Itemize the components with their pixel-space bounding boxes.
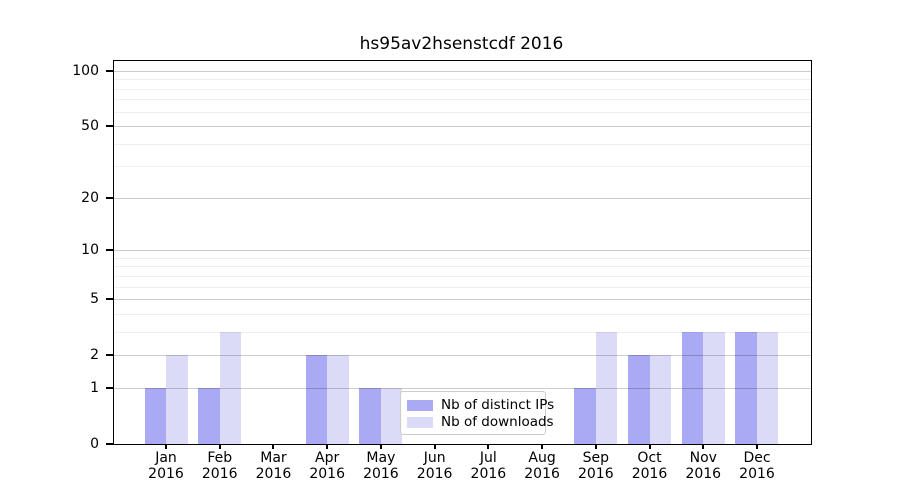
x-tick-year: 2016: [739, 466, 775, 482]
legend-label-distinct-ips: Nb of distinct IPs: [441, 397, 555, 413]
x-tick-month: Jul: [479, 450, 497, 466]
bar-distinct-ips: [681, 331, 704, 444]
x-tick-mark: [702, 444, 705, 449]
bar-downloads: [327, 355, 349, 444]
bar-distinct-ips: [305, 355, 328, 444]
x-tick-year: 2016: [416, 466, 453, 482]
x-tick-mark: [379, 444, 382, 449]
y-tick-mark: [106, 354, 113, 357]
y-tick-label: 20: [81, 189, 99, 206]
x-tick-mark: [165, 444, 167, 449]
x-tick-year: 2016: [685, 466, 722, 482]
gridline-minor: [114, 111, 811, 113]
x-tick-month: Jun: [423, 450, 446, 466]
x-tick-mark: [272, 444, 275, 449]
x-tick-month: Dec: [743, 450, 771, 466]
bar-downloads: [703, 331, 725, 444]
gridline-major: [114, 197, 811, 199]
legend-swatch-distinct-ips: [407, 399, 433, 411]
legend-swatch-downloads: [407, 416, 433, 428]
gridline-major: [114, 250, 811, 252]
x-tick-month: Aug: [528, 450, 556, 466]
y-tick-mark: [106, 298, 113, 301]
x-tick-mark: [755, 444, 758, 449]
x-tick-mark: [433, 444, 436, 449]
y-tick-label: 50: [81, 118, 99, 135]
y-tick-label: 2: [90, 347, 99, 364]
y-tick-mark: [106, 249, 113, 252]
x-tick-year: 2016: [470, 466, 507, 482]
bar-downloads: [380, 387, 403, 444]
gridline-minor: [114, 313, 811, 315]
gridline-minor: [114, 99, 811, 101]
x-tick-month: Jan: [155, 450, 177, 466]
y-tick-mark: [106, 196, 113, 199]
y-tick-mark: [106, 125, 113, 128]
bar-distinct-ips: [628, 355, 650, 444]
gridline-minor: [114, 257, 811, 259]
x-tick-year: 2016: [524, 466, 560, 482]
gridline-minor: [114, 88, 811, 90]
chart-title: hs95av2hsenstcdf 2016: [359, 34, 564, 54]
bar-distinct-ips: [574, 387, 596, 444]
gridline-minor: [114, 79, 811, 81]
x-tick-year: 2016: [201, 466, 238, 482]
gridline-major: [114, 355, 811, 357]
x-tick-mark: [648, 444, 651, 449]
gridline-minor: [114, 286, 811, 288]
y-tick-label: 0: [90, 436, 99, 452]
gridline-major: [114, 387, 811, 389]
x-tick-year: 2016: [309, 466, 345, 482]
y-tick-mark: [106, 386, 113, 389]
y-tick-mark: [106, 69, 113, 72]
x-tick-mark: [487, 444, 490, 449]
y-tick-label: 100: [72, 62, 99, 79]
x-tick-mark: [218, 444, 221, 449]
bar-distinct-ips: [198, 387, 220, 444]
legend: Nb of distinct IPs Nb of downloads: [400, 391, 554, 435]
bar-distinct-ips: [144, 387, 166, 444]
x-tick-year: 2016: [148, 466, 184, 482]
x-tick-month: May: [366, 450, 396, 466]
bar-distinct-ips: [359, 387, 381, 444]
bar-downloads: [756, 331, 779, 444]
x-tick-month: Nov: [689, 450, 717, 466]
x-tick-month: Oct: [637, 450, 662, 466]
bar-downloads: [649, 355, 672, 444]
x-tick-year: 2016: [631, 466, 668, 482]
x-tick-year: 2016: [577, 466, 614, 482]
x-tick-month: Apr: [315, 450, 340, 466]
x-tick-mark: [326, 444, 329, 449]
gridline-minor: [114, 143, 811, 145]
gridline-minor: [114, 166, 811, 168]
bar-downloads: [219, 331, 242, 444]
x-tick-year: 2016: [255, 466, 292, 482]
y-tick-label: 1: [90, 379, 99, 396]
gridline-minor: [114, 275, 811, 277]
x-tick-mark: [594, 444, 597, 449]
y-tick-label: 10: [81, 242, 99, 259]
x-tick-year: 2016: [363, 466, 399, 482]
gridline-major: [114, 299, 811, 301]
x-tick-month: Sep: [582, 450, 609, 466]
y-tick-label: 5: [90, 291, 99, 308]
bar-downloads: [166, 355, 188, 444]
x-tick-month: Mar: [260, 450, 287, 466]
legend-item-distinct-ips: Nb of distinct IPs: [407, 397, 554, 413]
gridline-major: [114, 126, 811, 128]
legend-label-downloads: Nb of downloads: [441, 414, 554, 430]
gridline-minor: [114, 331, 811, 333]
x-tick-month: Feb: [207, 450, 233, 466]
plot-area: [113, 60, 812, 445]
legend-item-downloads: Nb of downloads: [407, 414, 554, 430]
bar-downloads: [595, 331, 618, 444]
x-tick-mark: [541, 444, 544, 449]
gridline-major: [114, 70, 811, 72]
y-tick-mark: [106, 443, 113, 445]
bar-distinct-ips: [735, 331, 757, 444]
gridline-minor: [114, 266, 811, 268]
